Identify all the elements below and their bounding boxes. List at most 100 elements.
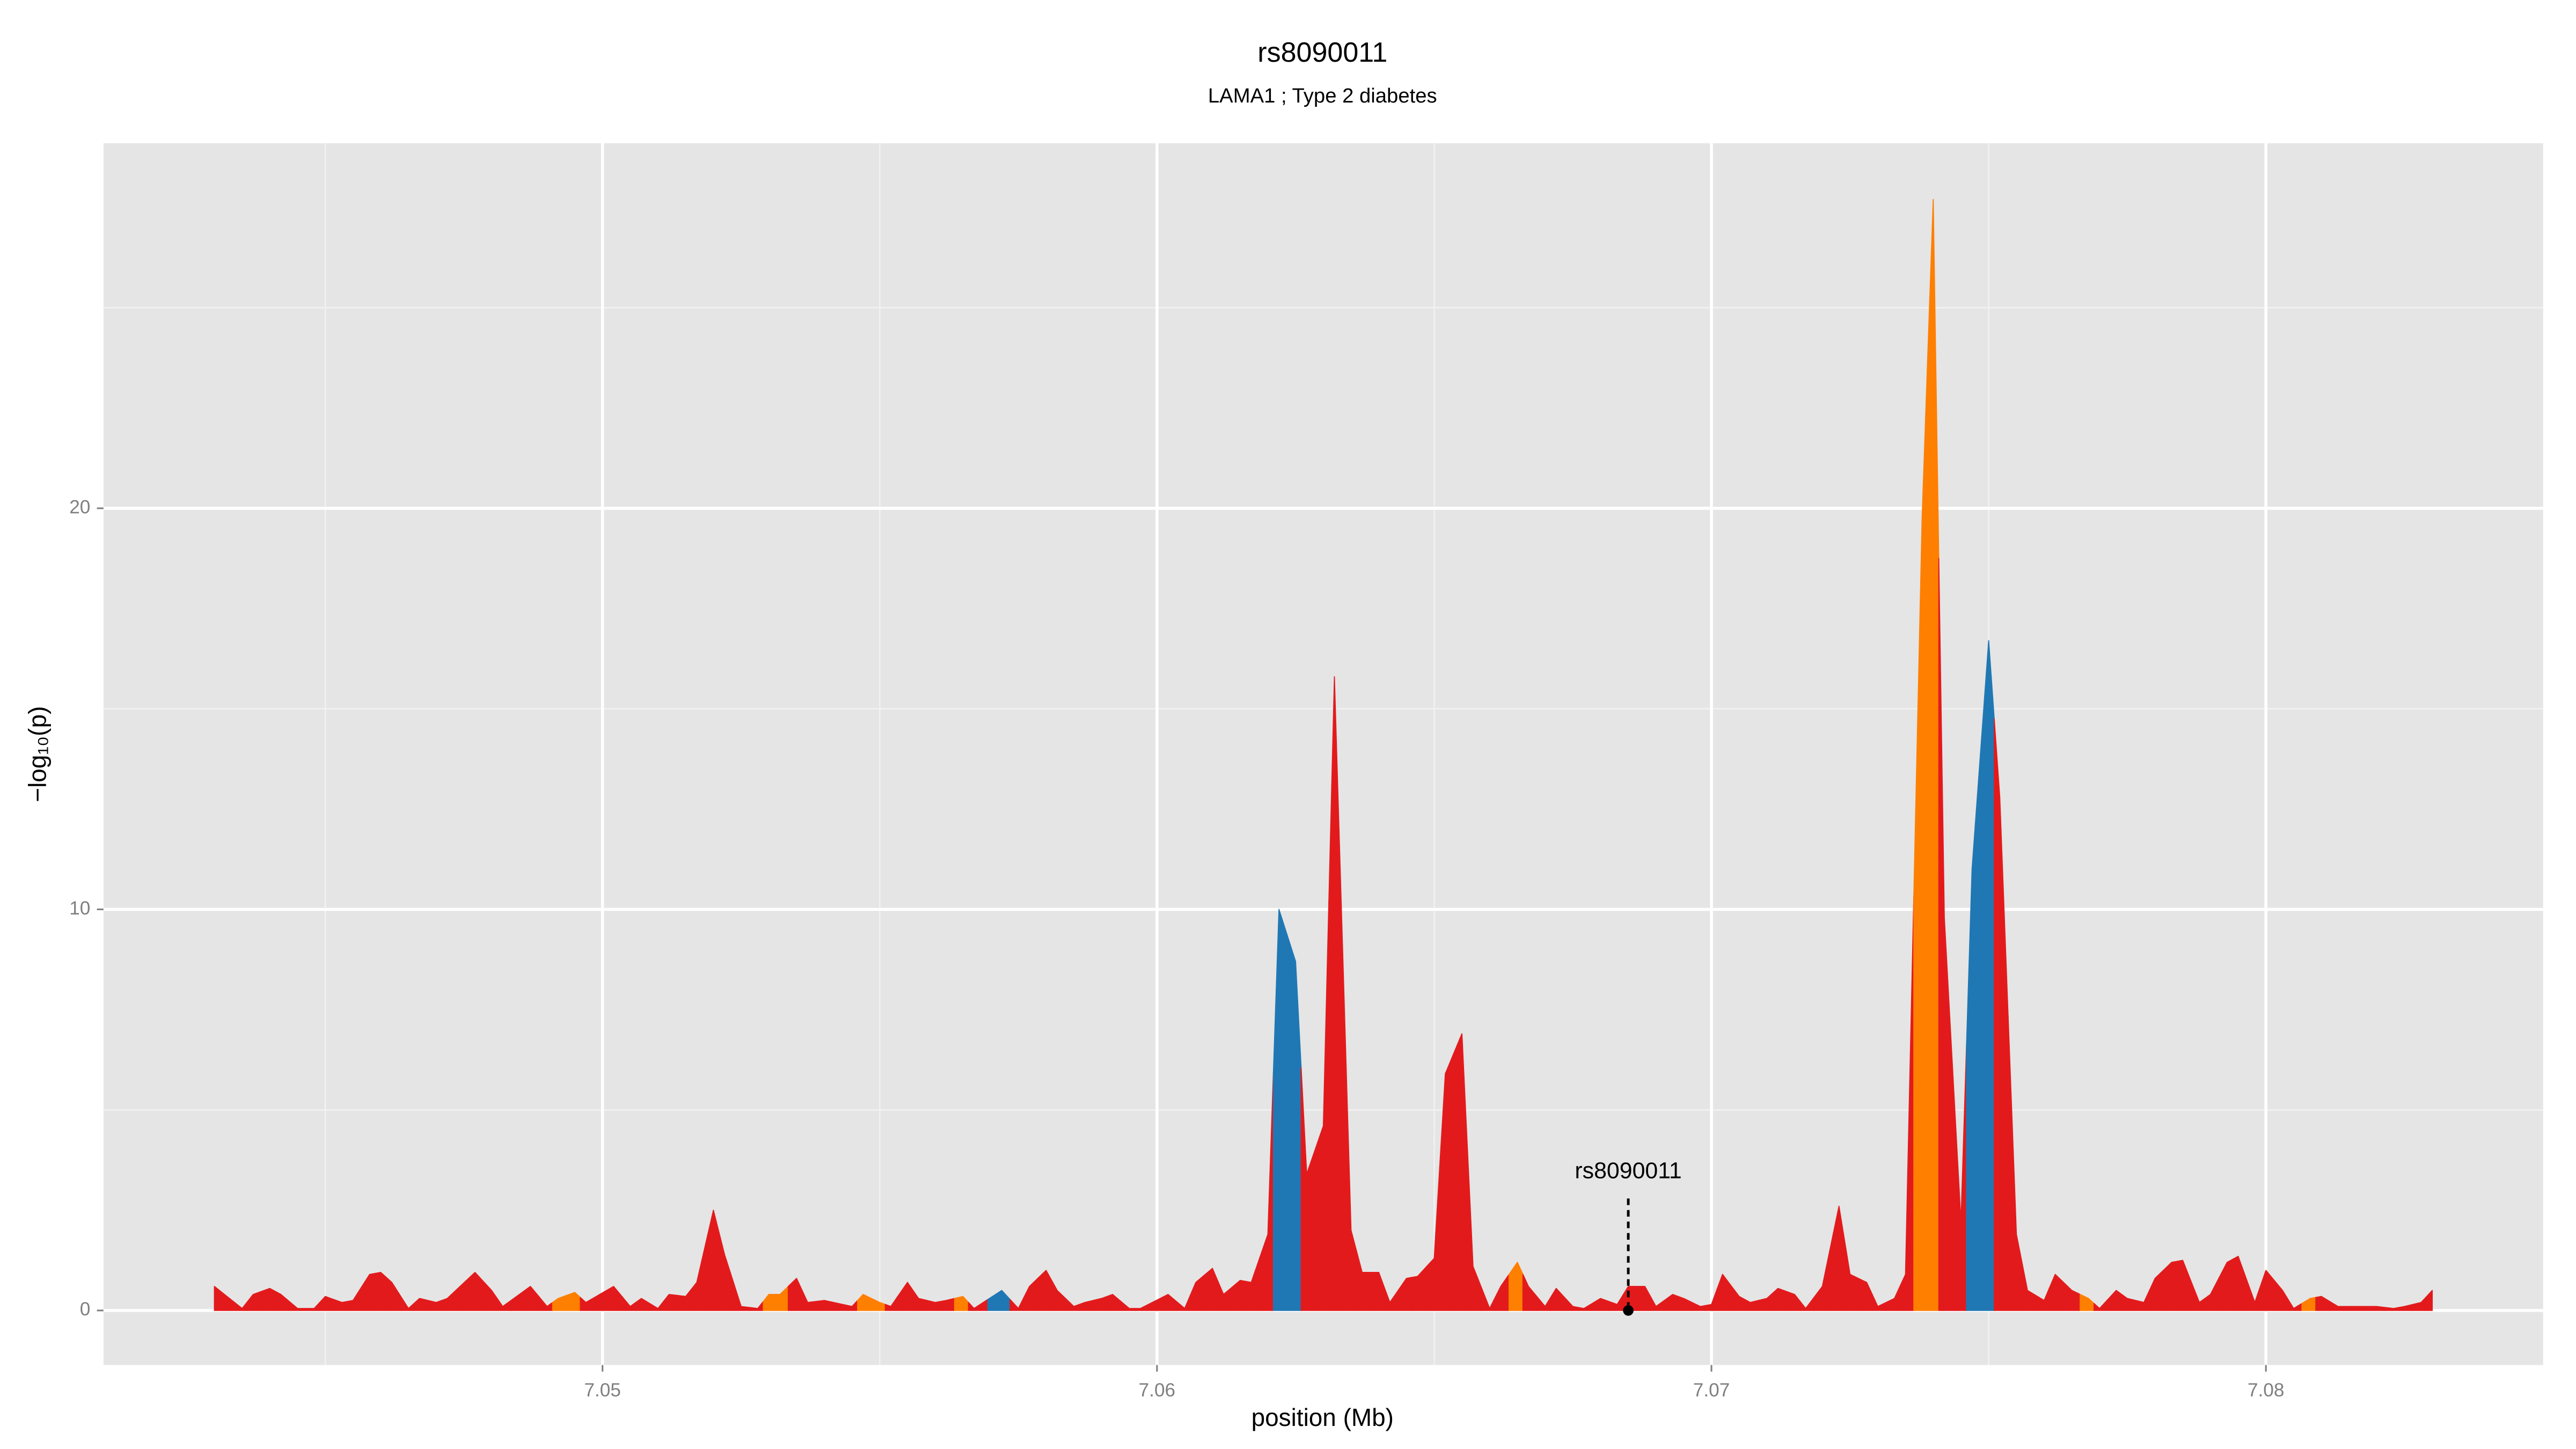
area-segment: [524, 1286, 539, 1311]
area-segment: [1023, 1278, 1038, 1311]
area-segment: [1134, 1301, 1155, 1311]
area-segment: [621, 1296, 636, 1311]
area-segment: [749, 1301, 764, 1311]
area-segment: [635, 1298, 650, 1311]
area: [214, 199, 2433, 1311]
area-segment: [1785, 1291, 1801, 1311]
area-segment: [1952, 1045, 1967, 1311]
area-segment: [2093, 1299, 2109, 1311]
area-segment: [1051, 1279, 1066, 1311]
area-segment: [1079, 1300, 1094, 1311]
area-segment: [305, 1302, 320, 1311]
area-segment: [2035, 1286, 2051, 1311]
x-tick-label: 7.08: [2248, 1380, 2285, 1401]
area-segment: [2301, 1297, 2317, 1311]
area-segment: [1980, 640, 1995, 1311]
area-segment: [1994, 718, 2009, 1311]
area-segment: [912, 1290, 928, 1311]
area-segment: [2315, 1296, 2330, 1311]
area-segment: [1342, 953, 1357, 1311]
x-tick-label: 7.06: [1139, 1380, 1176, 1401]
area-segment: [1650, 1296, 1665, 1311]
area-segment: [1217, 1280, 1233, 1311]
x-tick-label: 7.07: [1693, 1380, 1730, 1401]
area-segment: [1772, 1287, 1787, 1311]
area-segment: [1509, 1262, 1524, 1311]
area-segment: [599, 1286, 623, 1311]
area-segment: [1370, 1271, 1385, 1311]
area-segment: [566, 1292, 581, 1311]
area-segment: [954, 1296, 969, 1311]
area-segment: [2080, 1294, 2095, 1311]
area-segment: [552, 1294, 567, 1311]
area-segment: [1176, 1294, 1191, 1311]
area-segment: [1744, 1299, 1759, 1311]
area-segment: [1844, 1240, 1859, 1311]
area-segment: [763, 1294, 775, 1311]
area-segment: [1885, 1286, 1901, 1311]
area-segment: [926, 1300, 941, 1311]
area-segment: [2426, 1290, 2433, 1311]
area-segment: [1314, 901, 1330, 1311]
area-segment: [987, 1290, 1011, 1311]
area-segment: [385, 1277, 401, 1311]
area-segment: [1425, 1165, 1440, 1311]
area-segment: [940, 1298, 955, 1311]
area-segment: [1966, 754, 1981, 1311]
y-tick-label: 10: [69, 898, 90, 919]
area-segment: [289, 1301, 306, 1311]
area-segment: [1927, 199, 1940, 1311]
area-segment: [1259, 1071, 1274, 1311]
area-segment: [898, 1282, 914, 1311]
area-segment: [1716, 1274, 1732, 1311]
area-segment: [1286, 935, 1302, 1311]
area-segment: [1608, 1294, 1623, 1311]
area-segment: [1411, 1267, 1426, 1311]
area-segment: [837, 1300, 858, 1311]
area-segment: [1245, 1257, 1260, 1311]
area-segment: [1203, 1268, 1219, 1311]
area-segment: [1813, 1246, 1832, 1311]
area-segment: [538, 1296, 553, 1311]
area-segment: [801, 1290, 817, 1311]
area-segment: [2398, 1304, 2413, 1311]
area-segment: [361, 1272, 376, 1311]
area-segment: [1536, 1296, 1552, 1311]
area-segment: [2135, 1290, 2150, 1311]
area-segment: [347, 1286, 362, 1311]
area-segment: [2049, 1274, 2065, 1311]
chart-subtitle: LAMA1 ; Type 2 diabetes: [1208, 84, 1437, 107]
area-segment: [1120, 1301, 1136, 1311]
area-segment: [2021, 1262, 2037, 1311]
area-segment: [1037, 1270, 1052, 1311]
area-segment: [2329, 1301, 2344, 1311]
y-tick-label: 0: [80, 1299, 91, 1320]
area-segment: [1591, 1298, 1609, 1311]
area-segment: [1550, 1287, 1565, 1311]
area-segment: [1397, 1277, 1413, 1311]
y-tick-label: 20: [69, 496, 90, 517]
area-segment: [228, 1297, 248, 1311]
area-segment: [399, 1294, 415, 1311]
area-segment: [333, 1299, 348, 1311]
area-segment: [1467, 1149, 1482, 1311]
area-segment: [2246, 1279, 2261, 1311]
area-segment: [1578, 1302, 1593, 1311]
area-segment: [1730, 1285, 1745, 1311]
area-segment: [1664, 1294, 1679, 1311]
annotation-label: rs8090011: [1575, 1158, 1681, 1183]
area-segment: [1231, 1279, 1247, 1311]
area-segment: [1300, 1067, 1316, 1311]
area-segment: [1356, 1250, 1371, 1311]
area-segment: [718, 1232, 734, 1311]
area-segment: [1758, 1293, 1773, 1311]
area-segment: [510, 1290, 525, 1311]
area-segment: [870, 1298, 886, 1311]
area-segment: [1384, 1286, 1399, 1311]
chart-title: rs8090011: [1257, 37, 1387, 68]
area-segment: [2412, 1296, 2427, 1311]
area-segment: [1272, 909, 1288, 1311]
area-segment: [2176, 1260, 2192, 1311]
